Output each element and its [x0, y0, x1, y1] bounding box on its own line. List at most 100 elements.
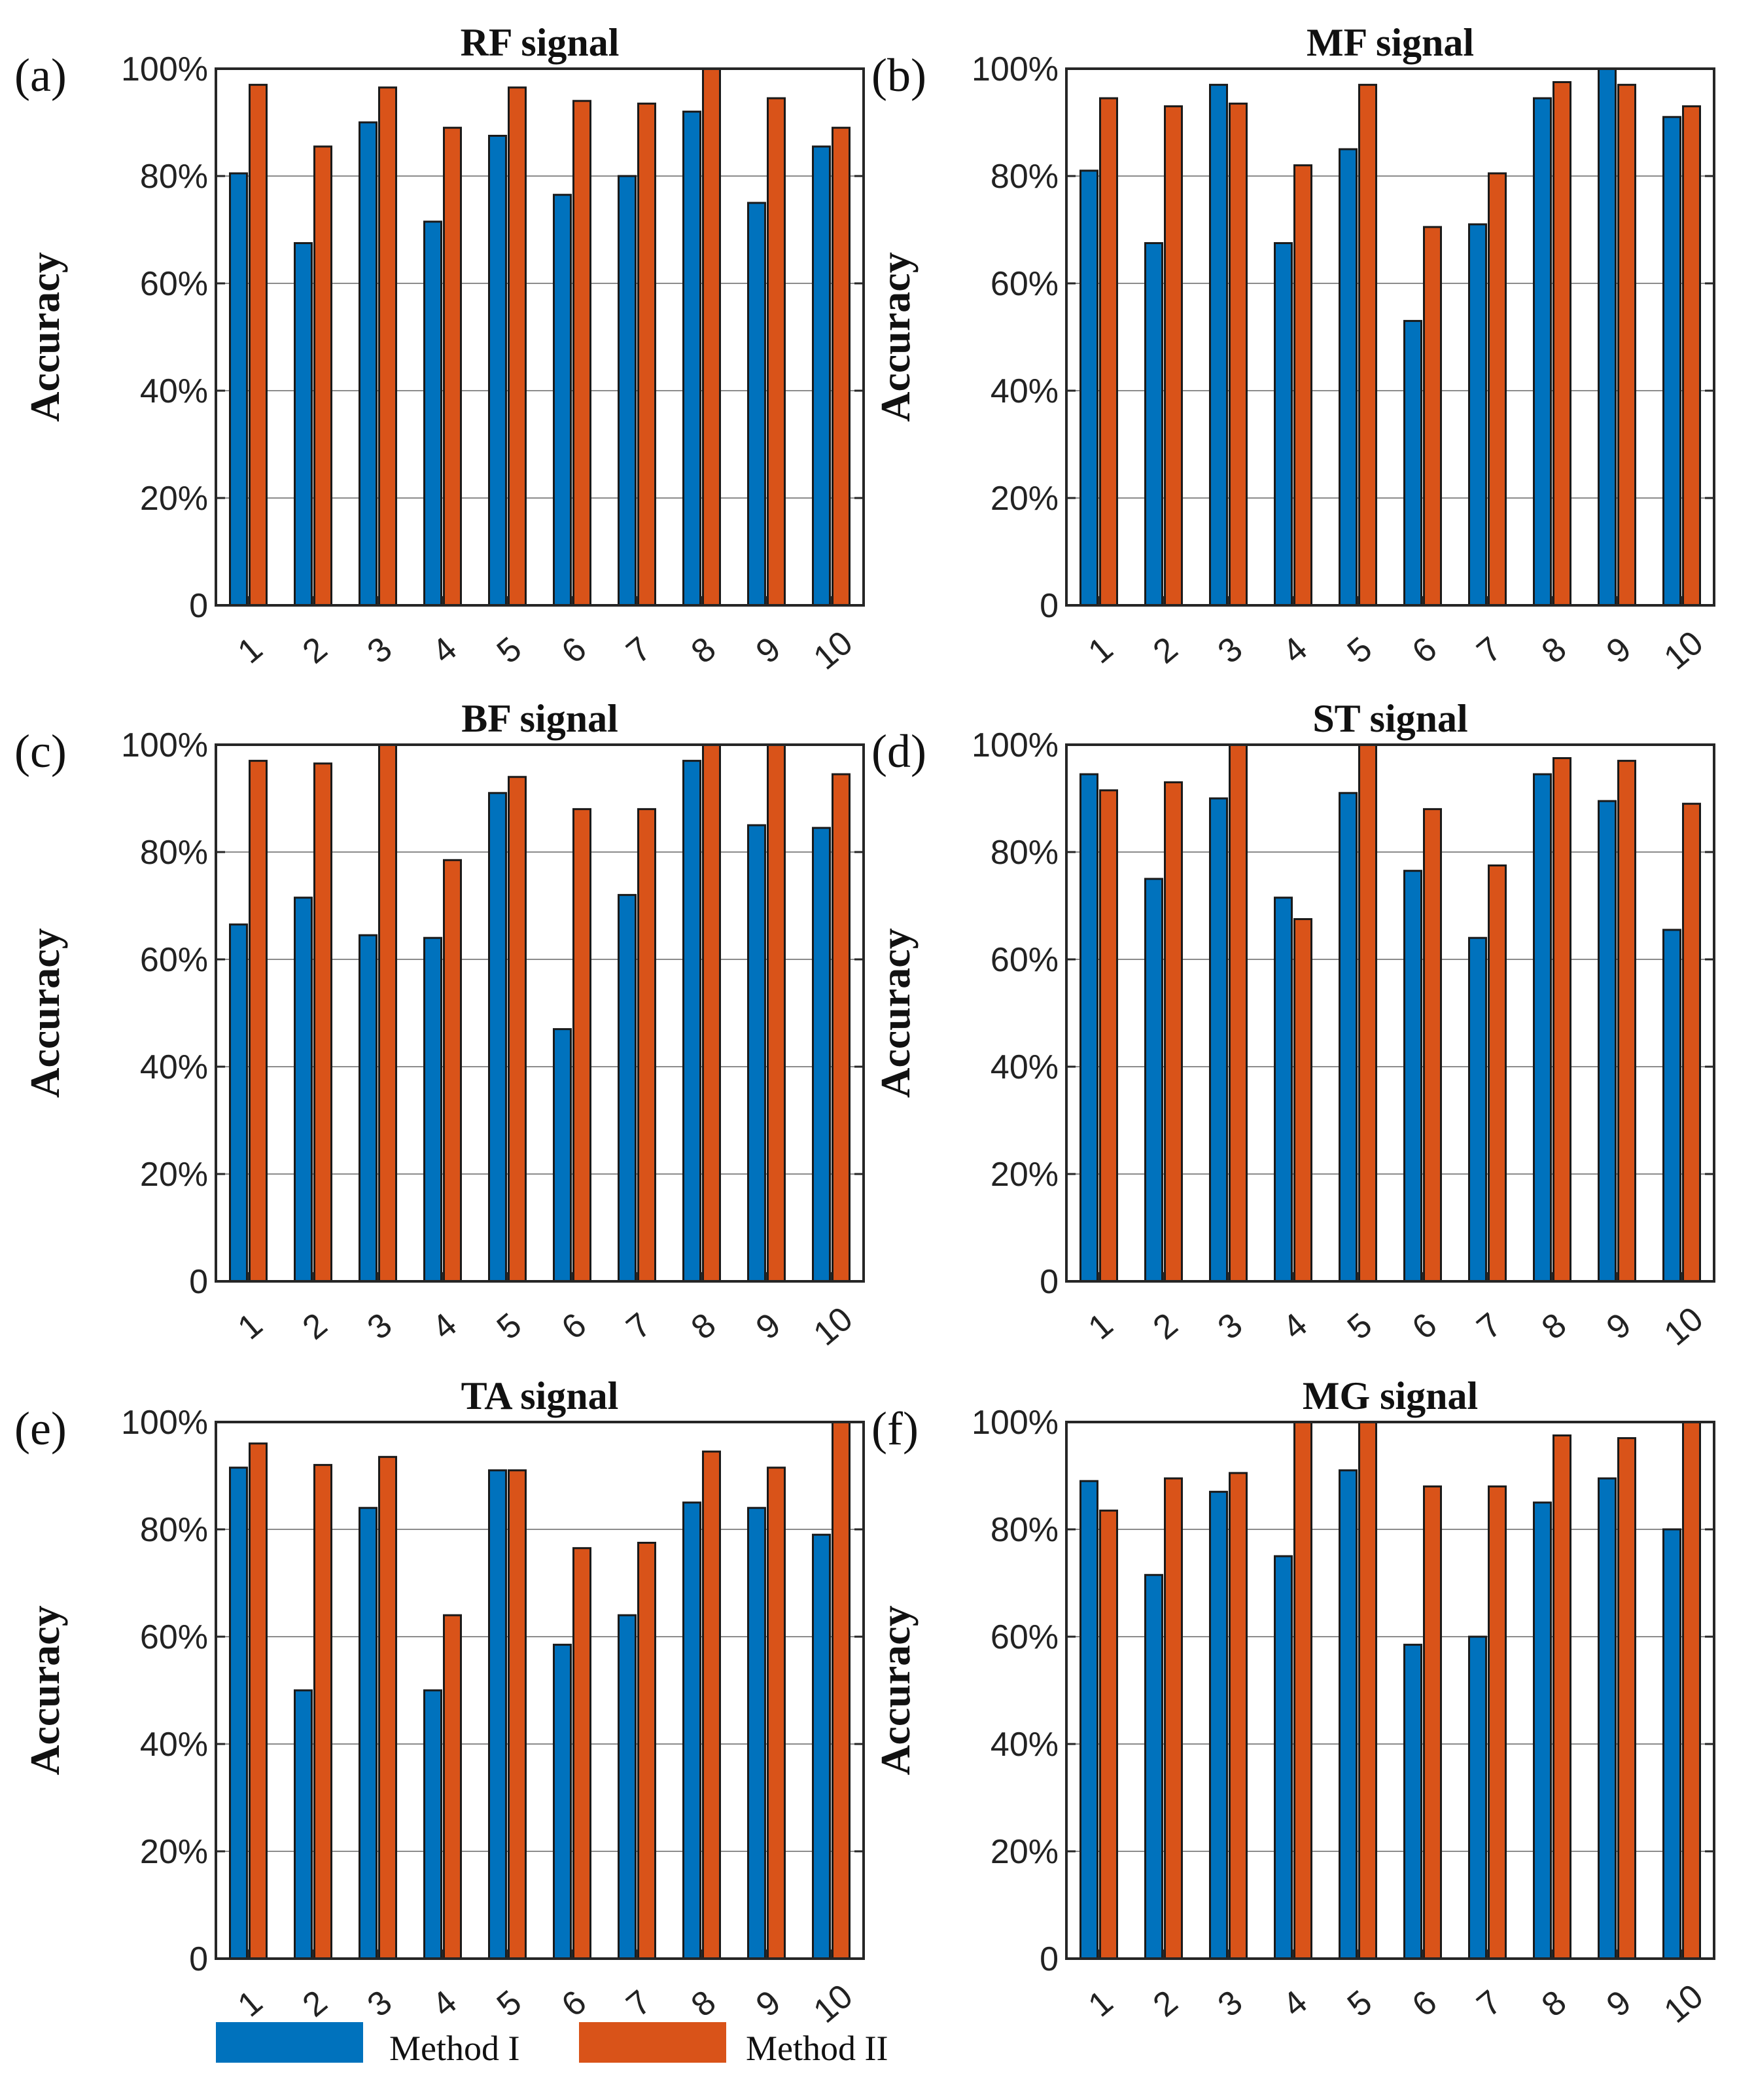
x-tick-label: 8	[684, 630, 723, 671]
bar-method1-8	[682, 111, 701, 607]
bar-method1-8	[1533, 97, 1552, 607]
bar-method1-2	[294, 242, 313, 607]
x-tick-label: 6	[1405, 630, 1444, 671]
bar-method2-1	[1099, 1509, 1118, 1960]
y-tick-label: 80%	[140, 158, 208, 196]
bar-method1-9	[747, 1506, 766, 1960]
bar-method1-10	[1662, 929, 1681, 1283]
chart-panel-6: 0 20% 40% 60% 80% 100% 1 2 3 4 5 6 7 8 9 10 MG signal (f)…	[871, 1374, 1715, 2031]
x-tick-label: 6	[1405, 1983, 1444, 2024]
bar-method2-2	[313, 1464, 332, 1960]
chart-panel-2: 0 20% 40% 60% 80% 100% 1 2 3 4 5 6 7 8 9 10 MF signal (b)…	[871, 21, 1715, 677]
x-tick-label: 3	[360, 630, 399, 671]
bar-method2-8	[1553, 757, 1571, 1283]
bar-method2-3	[378, 743, 397, 1283]
bar-method2-4	[1293, 918, 1312, 1283]
x-tick-label: 1	[231, 1306, 270, 1347]
bar-method1-7	[1468, 936, 1487, 1283]
bar-method1-7	[618, 1614, 637, 1960]
y-tick-label: 60%	[991, 1618, 1059, 1656]
bar-method1-6	[1403, 870, 1422, 1283]
x-tick-label: 8	[684, 1306, 723, 1347]
bar-method2-5	[1358, 1421, 1377, 1960]
x-tick-label: 5	[490, 630, 529, 671]
y-tick-label: 0	[1040, 1940, 1059, 1978]
x-tick-label: 3	[360, 1983, 399, 2024]
x-tick-label: 4	[425, 1306, 464, 1347]
bar-method1-9	[1598, 67, 1617, 607]
bar-method2-4	[443, 126, 462, 607]
bar-method1-8	[1533, 773, 1552, 1283]
x-tick-label: 7	[620, 1306, 658, 1347]
bar-method2-10	[832, 1421, 851, 1960]
bar-method1-3	[1209, 84, 1228, 607]
bar-method1-7	[618, 175, 637, 607]
bar-method2-5	[508, 1469, 527, 1960]
x-tick-label: 6	[555, 1306, 593, 1347]
y-tick-label: 60%	[991, 941, 1059, 979]
bar-method1-9	[747, 202, 766, 607]
x-tick-label: 5	[1341, 630, 1379, 671]
bar-method2-7	[1488, 864, 1507, 1283]
bar-method1-7	[1468, 223, 1487, 607]
x-tick-label: 7	[1470, 1306, 1509, 1347]
chart-title: TA signal	[461, 1374, 619, 1417]
panel-label: (a)	[14, 49, 67, 101]
bar-method1-2	[294, 897, 313, 1283]
bar-method2-3	[378, 1455, 397, 1960]
bar-method1-4	[1274, 1555, 1293, 1960]
x-tick-label: 10	[1657, 1977, 1711, 2031]
bar-method2-7	[637, 808, 656, 1283]
y-tick-label: 40%	[140, 1048, 208, 1086]
bar-method2-2	[313, 145, 332, 607]
legend: Method I Method II	[216, 2022, 888, 2068]
bar-method2-5	[1358, 84, 1377, 607]
bar-method2-8	[1553, 81, 1571, 607]
y-tick-label: 40%	[140, 372, 208, 410]
chart-title: MF signal	[1307, 21, 1474, 64]
bar-method2-9	[767, 743, 786, 1283]
bar-method1-1	[229, 923, 248, 1283]
x-tick-label: 1	[231, 1983, 270, 2024]
bar-method2-10	[832, 773, 851, 1283]
bar-method1-9	[1598, 800, 1617, 1283]
x-tick-label: 1	[1081, 1983, 1120, 2024]
bar-method1-1	[229, 172, 248, 607]
x-tick-label: 2	[1146, 630, 1185, 671]
y-tick-label: 100%	[121, 1404, 208, 1442]
axes-frame	[215, 743, 865, 1283]
bar-method2-1	[249, 1442, 268, 1960]
x-tick-label: 10	[807, 1300, 860, 1353]
bar-method2-6	[1423, 226, 1442, 607]
x-tick-label: 1	[1081, 630, 1120, 671]
x-tick-label: 3	[1211, 630, 1250, 671]
bar-method1-6	[1403, 319, 1422, 607]
x-tick-label: 4	[1276, 630, 1314, 671]
bar-method1-10	[812, 1533, 831, 1960]
bar-method2-2	[1164, 105, 1183, 607]
panel-label: (e)	[14, 1402, 67, 1455]
panel-label: (c)	[14, 725, 67, 777]
y-tick-label: 20%	[140, 1833, 208, 1871]
bar-method2-2	[313, 762, 332, 1283]
bar-method1-8	[682, 1501, 701, 1960]
axes-frame	[215, 67, 865, 607]
y-axis-label: Accuracy	[22, 1605, 68, 1775]
chart-title: ST signal	[1312, 697, 1467, 740]
bar-method2-6	[572, 1547, 591, 1960]
bar-method2-10	[1682, 105, 1701, 607]
x-tick-label: 4	[425, 1983, 464, 2024]
bar-method2-3	[1229, 743, 1248, 1283]
y-tick-label: 20%	[140, 480, 208, 518]
bar-method1-9	[1598, 1477, 1617, 1960]
x-tick-label: 5	[1341, 1983, 1379, 2024]
y-tick-label: 80%	[991, 158, 1059, 196]
x-tick-label: 6	[555, 630, 593, 671]
bar-method1-4	[423, 936, 442, 1283]
bar-method2-3	[1229, 102, 1248, 607]
chart-title: BF signal	[461, 697, 618, 740]
bar-method2-4	[1293, 1421, 1312, 1960]
y-axis-label: Accuracy	[22, 252, 68, 421]
bar-method2-1	[1099, 789, 1118, 1283]
